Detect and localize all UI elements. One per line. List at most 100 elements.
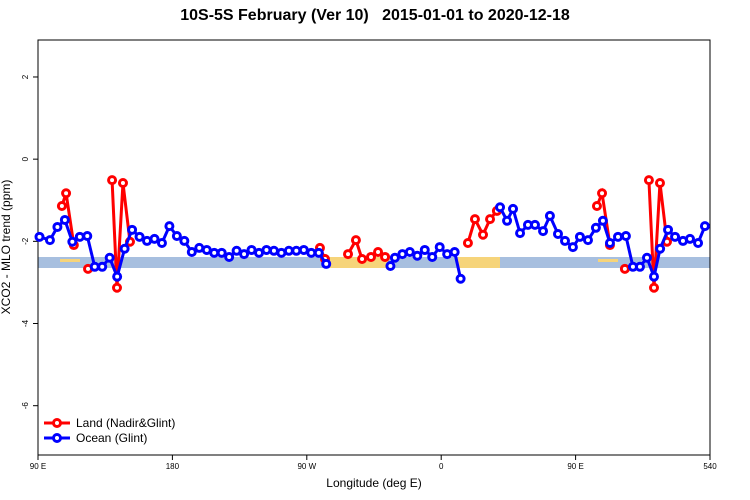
data-point <box>552 228 563 239</box>
data-point <box>649 271 659 282</box>
data-point <box>104 252 115 263</box>
data-point <box>502 215 513 226</box>
data-point <box>209 247 220 258</box>
data-point <box>404 247 415 258</box>
data-point <box>74 231 85 242</box>
data-point <box>604 237 615 248</box>
data-point <box>574 231 585 242</box>
data-point <box>634 261 645 272</box>
x-axis-label: Longitude (deg E) <box>326 476 421 490</box>
data-point <box>291 245 302 256</box>
data-point <box>194 242 205 253</box>
data-point <box>449 247 460 258</box>
y-tick-label: -4 <box>21 319 30 327</box>
data-point <box>261 244 272 255</box>
data-point <box>283 245 294 256</box>
data-point <box>582 235 593 246</box>
data-point <box>149 233 160 244</box>
data-point <box>82 230 93 241</box>
data-point <box>620 230 631 241</box>
data-point <box>366 251 377 262</box>
data-point <box>508 203 519 214</box>
data-point <box>201 244 212 255</box>
x-tick-label: 90 E <box>567 462 583 471</box>
land-strip <box>60 259 80 262</box>
data-point <box>268 245 279 256</box>
data-point <box>298 244 309 255</box>
data-point <box>254 247 265 258</box>
data-point <box>97 261 108 272</box>
y-axis-label: XCO2 - MLO trend (ppm) <box>0 180 13 315</box>
data-point <box>641 252 652 263</box>
data-point <box>321 258 332 269</box>
data-point <box>649 282 659 293</box>
data-point <box>655 243 666 254</box>
data-point <box>357 254 368 265</box>
x-tick-label: 0 <box>439 462 444 471</box>
legend-marker <box>52 433 62 443</box>
data-point <box>670 231 681 242</box>
data-point <box>529 219 540 230</box>
data-point <box>89 261 100 272</box>
data-point <box>469 214 480 225</box>
x-tick-label: 180 <box>166 462 180 471</box>
x-tick-label: 90 W <box>297 462 316 471</box>
data-point <box>61 188 72 199</box>
legend-label: Ocean (Glint) <box>76 431 147 445</box>
data-point <box>179 235 190 246</box>
data-point <box>156 237 167 248</box>
data-point <box>186 247 197 258</box>
data-point <box>613 231 624 242</box>
data-point <box>590 222 601 233</box>
data-point <box>455 273 466 284</box>
legend-label: Land (Nadir&Glint) <box>76 416 175 430</box>
data-point <box>216 247 227 258</box>
data-point <box>478 229 489 240</box>
data-point <box>442 249 453 260</box>
data-point <box>119 243 130 254</box>
data-point <box>643 175 654 186</box>
data-point <box>389 252 400 263</box>
plot-frame <box>37 39 711 456</box>
data-point <box>52 221 63 232</box>
data-point <box>44 235 55 246</box>
data-point <box>485 214 496 225</box>
data-point <box>142 235 153 246</box>
data-point <box>306 247 317 258</box>
data-point <box>34 231 45 242</box>
data-point <box>434 242 445 253</box>
data-point <box>385 260 396 271</box>
data-point <box>544 210 555 221</box>
data-point <box>412 250 423 261</box>
data-point <box>112 271 123 282</box>
land-strip <box>458 257 500 268</box>
data-point <box>246 244 257 255</box>
data-point <box>224 251 235 262</box>
data-point <box>462 237 473 248</box>
y-tick-label: -2 <box>21 237 30 245</box>
data-point <box>654 177 665 188</box>
data-point <box>597 215 608 226</box>
data-point <box>397 249 408 260</box>
data-point <box>134 231 145 242</box>
data-point <box>515 228 526 239</box>
data-point <box>67 236 78 247</box>
data-point <box>684 233 695 244</box>
data-point <box>559 235 570 246</box>
data-point <box>313 247 324 258</box>
x-tick-label: 90 E <box>30 462 46 471</box>
data-point <box>56 201 67 211</box>
data-point <box>597 188 608 199</box>
data-point <box>373 247 384 258</box>
data-point <box>350 235 361 246</box>
x-tick-label: 540 <box>703 462 717 471</box>
data-point <box>495 202 506 213</box>
data-point <box>239 249 250 260</box>
data-point <box>693 237 704 248</box>
data-point <box>343 249 354 260</box>
data-point <box>127 224 138 235</box>
data-point <box>699 221 710 232</box>
data-point <box>111 282 122 293</box>
y-tick-label: 2 <box>21 74 30 79</box>
